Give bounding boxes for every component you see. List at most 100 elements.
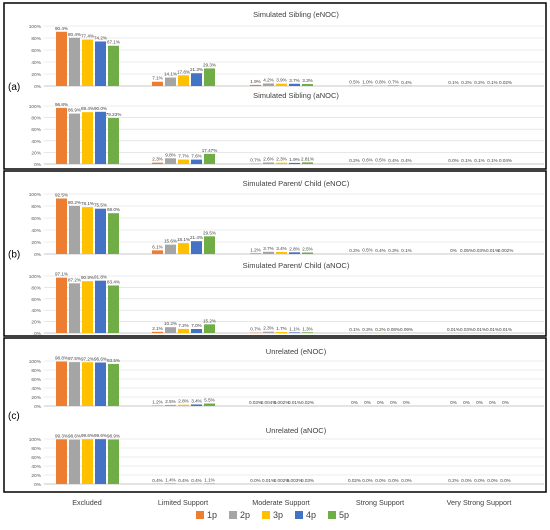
data-label: 0.1% (487, 158, 497, 163)
data-label: 97.2% (81, 356, 94, 361)
bar-3p (82, 39, 93, 86)
legend-label: 4p (306, 510, 316, 520)
data-label: 29.3% (203, 62, 216, 67)
category-label: Very Strong Support (447, 498, 512, 507)
bar-4p (95, 362, 106, 406)
data-label: 97.1% (55, 272, 68, 277)
data-label: 80.2% (68, 200, 81, 205)
bar-4p (191, 73, 202, 86)
bar-2p (165, 77, 176, 86)
bar-5p (108, 118, 119, 164)
group-label: (b) (8, 250, 20, 261)
panel-title: Unrelated (aNOC) (266, 426, 327, 435)
data-label: 0.4% (401, 80, 411, 85)
data-label: 0% (502, 400, 509, 405)
data-label: 0.5% (362, 248, 372, 253)
data-label: 0.4% (401, 158, 411, 163)
data-label: 0.4% (375, 248, 385, 253)
data-label: 0.6% (362, 158, 372, 163)
bar-1p (56, 107, 67, 164)
category-label: Excluded (72, 498, 102, 507)
data-label: 2.1% (152, 326, 162, 331)
data-label: 3.4% (276, 246, 286, 251)
y-tick-label: 20% (31, 72, 41, 78)
panel-title: Simulated Sibling (eNOC) (253, 10, 339, 19)
data-label: 0.0% (250, 478, 260, 483)
y-tick-label: 20% (31, 240, 41, 246)
data-label: 0.1% (448, 80, 458, 85)
data-label: 1.2% (152, 399, 162, 404)
data-label: 1.9% (250, 79, 260, 84)
data-label: 0.09% (400, 327, 413, 332)
data-label: 3.3% (302, 78, 312, 83)
y-tick-label: 0% (34, 84, 42, 90)
data-label: 67.1% (107, 40, 120, 45)
bar-1p (152, 162, 163, 164)
data-label: 0.2% (461, 80, 471, 85)
data-label: 0.4% (152, 478, 162, 483)
data-label: 0.4% (178, 478, 188, 483)
data-label: 17.8% (177, 69, 190, 74)
bar-4p (289, 162, 300, 164)
y-tick-label: 80% (31, 116, 41, 122)
bar-4p (95, 41, 106, 86)
data-label: 98.6% (68, 434, 81, 439)
data-label: 0.01% (473, 327, 486, 332)
bar-5p (302, 332, 313, 333)
data-label: 4.2% (263, 77, 273, 82)
data-label: 0% (450, 248, 457, 253)
bar-4p (289, 252, 300, 254)
bar-5p (108, 45, 119, 86)
data-label: 0.5% (349, 80, 359, 85)
legend-swatch-1p (196, 511, 204, 519)
y-tick-label: 80% (31, 204, 41, 210)
group-label: (c) (8, 411, 20, 422)
bar-4p (191, 404, 202, 406)
bar-4p (289, 83, 300, 86)
data-label: 3.7% (263, 246, 273, 251)
bar-1p (152, 81, 163, 86)
data-label: 89.4% (81, 106, 94, 111)
bar-5p (302, 162, 313, 164)
data-label: 7.7% (178, 154, 188, 159)
group-box-2 (3, 170, 547, 337)
bar-3p (82, 207, 93, 254)
y-tick-label: 80% (31, 36, 41, 42)
data-label: 1.7% (276, 326, 286, 331)
data-label: 91.8% (94, 275, 107, 280)
data-label: 0.0% (375, 478, 385, 483)
bar-2p (165, 404, 176, 406)
data-label: 0.03% (460, 327, 473, 332)
y-tick-label: 100% (29, 359, 42, 365)
bar-5p (204, 68, 215, 86)
data-label: 0.03% (473, 248, 486, 253)
y-tick-label: 40% (31, 386, 41, 392)
panel-title: Simulated Parent/ Child (aNOC) (243, 261, 350, 270)
group-label: (a) (8, 82, 20, 93)
data-label: 0.7% (250, 158, 260, 163)
y-tick-label: 40% (31, 139, 41, 145)
data-label: 0.0% (388, 478, 398, 483)
data-label: 2.5% (302, 247, 312, 252)
bar-4p (95, 208, 106, 254)
bar-2p (362, 85, 373, 86)
data-label: 7.6% (191, 154, 201, 159)
bar-2p (165, 327, 176, 333)
data-label: 0% (476, 400, 483, 405)
y-tick-label: 40% (31, 60, 41, 66)
bar-3p (276, 332, 287, 333)
data-label: 3.4% (191, 398, 201, 403)
data-label: 74.2% (94, 35, 107, 40)
data-label: 0.2% (349, 248, 359, 253)
y-tick-label: 40% (31, 308, 41, 314)
panel-title: Unrelated (eNOC) (266, 347, 327, 356)
data-label: 21.3% (190, 67, 203, 72)
data-label: 0.7% (250, 327, 260, 332)
bar-2p (69, 205, 80, 254)
data-label: 14.1% (164, 72, 177, 77)
bar-5p (108, 439, 119, 484)
data-label: 98.8% (55, 356, 68, 361)
data-label: 99.6% (81, 433, 94, 438)
data-label: 0.4% (388, 158, 398, 163)
bar-2p (69, 37, 80, 86)
